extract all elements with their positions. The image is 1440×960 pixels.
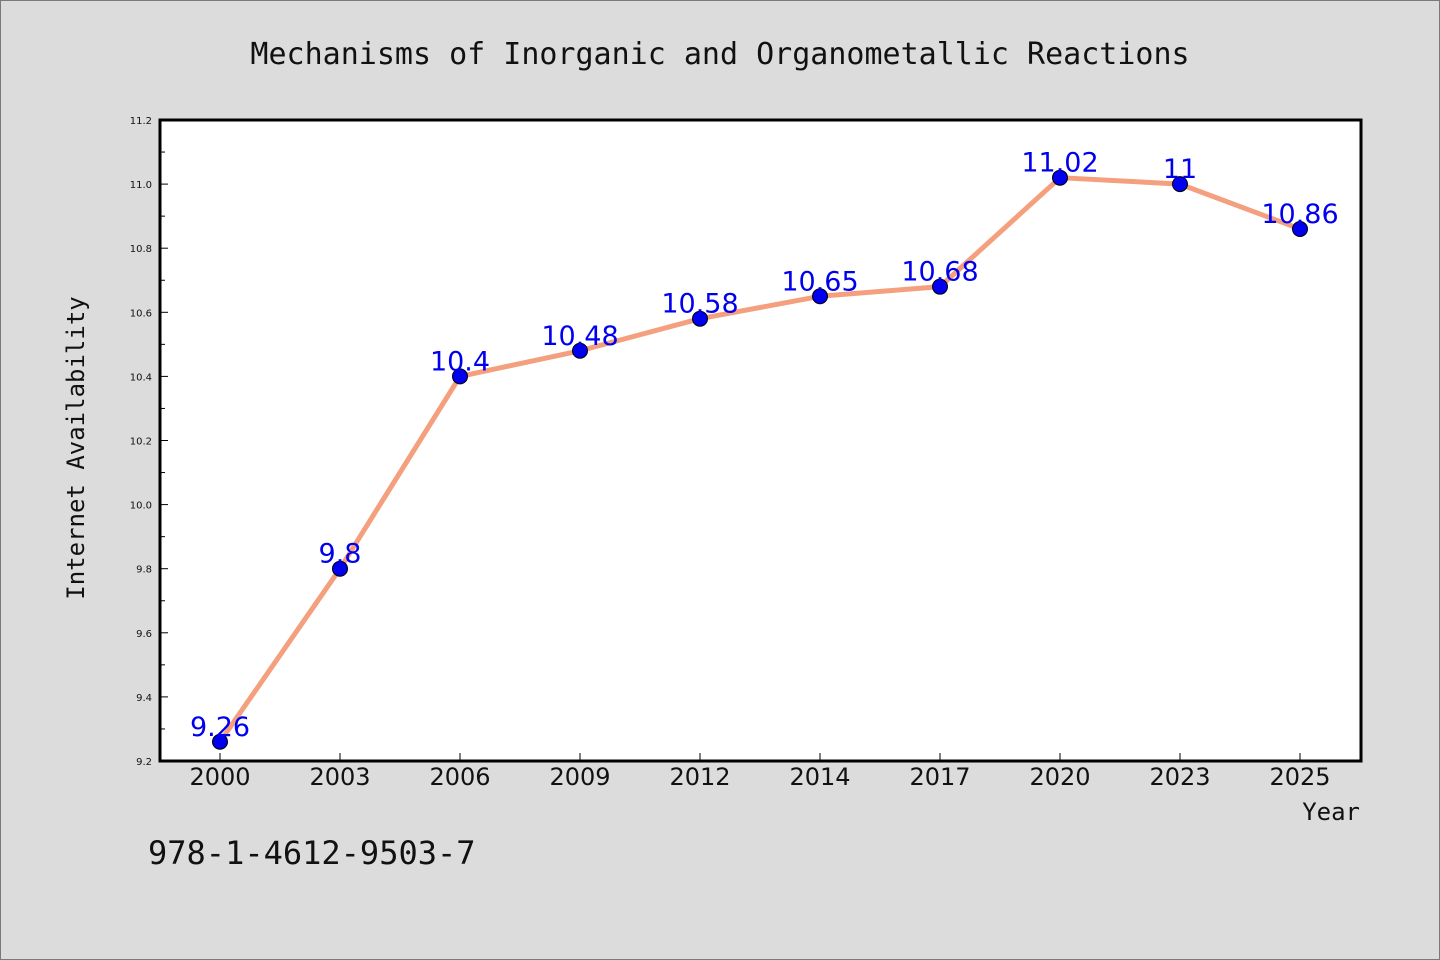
chart-title: Mechanisms of Inorganic and Organometall… — [250, 37, 1189, 72]
data-point — [1292, 220, 1308, 237]
data-label: 10.86 — [1261, 199, 1338, 230]
y-tick-label: 9.4 — [136, 693, 152, 704]
data-label: 10.58 — [661, 289, 738, 320]
x-tick-label: 2009 — [549, 763, 610, 791]
data-label: 11 — [1163, 154, 1197, 185]
y-tick-label: 10.6 — [130, 308, 152, 319]
series-line — [217, 175, 1303, 745]
x-tick-label: 2023 — [1149, 763, 1210, 791]
data-point — [812, 288, 828, 305]
y-tick-label: 10.2 — [130, 437, 152, 448]
data-label: 9.26 — [190, 712, 250, 743]
x-tick-label: 2006 — [429, 763, 490, 791]
data-points — [212, 169, 1308, 750]
plot-area — [158, 118, 1363, 763]
data-labels: 9.26 9.8 10.4 10.48 10.58 10.65 10.68 11.02 11 10… — [190, 148, 1339, 743]
x-tick-label: 2000 — [189, 763, 250, 791]
data-point — [1172, 176, 1188, 193]
series-line-group — [217, 175, 1303, 745]
data-label: 10.65 — [781, 266, 858, 297]
x-tick-label: 2003 — [309, 763, 370, 791]
data-point — [572, 342, 588, 359]
y-tick-label: 11.0 — [130, 180, 152, 191]
data-point — [212, 733, 228, 750]
data-point — [1052, 169, 1068, 186]
axis-ticks: 9.2 9.4 9.6 9.8 10.0 10.2 10.4 10.6 10.8 11.0 11.2… — [130, 116, 1331, 791]
data-label: 11.02 — [1021, 148, 1098, 179]
x-tick-label: 2020 — [1029, 763, 1090, 791]
data-label: 10.68 — [901, 257, 978, 288]
data-label: 9.8 — [319, 539, 362, 570]
x-axis-label: Year — [1302, 798, 1360, 826]
data-point — [692, 310, 708, 327]
data-label: 10.48 — [541, 321, 618, 352]
y-tick-label: 10.8 — [130, 244, 152, 255]
y-tick-label: 9.2 — [136, 757, 152, 768]
x-tick-label: 2014 — [789, 763, 850, 791]
isbn-text: 978-1-4612-9503-7 — [148, 834, 476, 872]
data-label: 10.4 — [430, 346, 490, 377]
y-tick-label: 10.4 — [130, 372, 152, 383]
x-tick-label: 2012 — [669, 763, 730, 791]
y-tick-label: 9.8 — [136, 565, 152, 576]
data-point — [452, 368, 468, 385]
data-point — [332, 560, 348, 577]
y-tick-label: 10.0 — [130, 501, 152, 512]
y-axis-label: Internet Availability — [62, 296, 90, 599]
data-point — [932, 278, 948, 295]
y-tick-label: 9.6 — [136, 629, 152, 640]
x-tick-label: 2025 — [1269, 763, 1330, 791]
y-tick-label: 11.2 — [130, 116, 152, 127]
x-tick-label: 2017 — [909, 763, 970, 791]
